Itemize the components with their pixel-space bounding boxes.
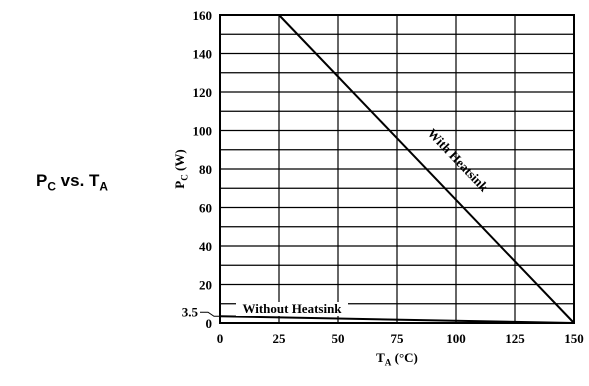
- y-tick-label: 140: [193, 47, 213, 62]
- subscript: C: [179, 174, 189, 181]
- x-tick-label: 25: [273, 331, 287, 346]
- text-part: vs. T: [56, 171, 100, 190]
- text-part: (°C): [391, 350, 418, 365]
- y-tick-label: 160: [193, 8, 213, 23]
- text-part: (W): [172, 149, 187, 174]
- x-tick-label: 0: [217, 331, 224, 346]
- ylabel: PC (W): [172, 149, 189, 188]
- x-tick-label: 100: [446, 331, 466, 346]
- y-tick-label: 120: [193, 85, 213, 100]
- x-tick-label: 150: [564, 331, 584, 346]
- y-tick-label: 80: [199, 162, 212, 177]
- label-background: [236, 302, 348, 316]
- series-label-group: Without Heatsink: [236, 301, 348, 316]
- series-line: [278, 14, 575, 324]
- y-tick-label: 100: [193, 124, 213, 139]
- text-part: T: [376, 350, 385, 365]
- subscript: A: [385, 357, 392, 367]
- series-line: [219, 315, 575, 324]
- y-tick-label: 0: [206, 316, 213, 331]
- subscript: C: [47, 179, 56, 193]
- x-tick-label: 50: [332, 331, 345, 346]
- text-part: P: [36, 171, 47, 190]
- tick-leader: [200, 311, 220, 317]
- y-tick-label: 60: [199, 201, 212, 216]
- xlabel: TA (°C): [376, 350, 418, 367]
- series-label: With Heatsink: [425, 125, 492, 194]
- text-part: P: [172, 181, 187, 189]
- y-tick-label: 40: [199, 239, 212, 254]
- title: PC vs. TA: [36, 171, 108, 193]
- subscript: A: [99, 179, 108, 193]
- y-tick-label: 20: [199, 278, 212, 293]
- series-label: Without Heatsink: [242, 301, 342, 316]
- x-tick-label: 125: [505, 331, 525, 346]
- y-tick-label: 3.5: [182, 304, 199, 319]
- x-tick-label: 75: [391, 331, 405, 346]
